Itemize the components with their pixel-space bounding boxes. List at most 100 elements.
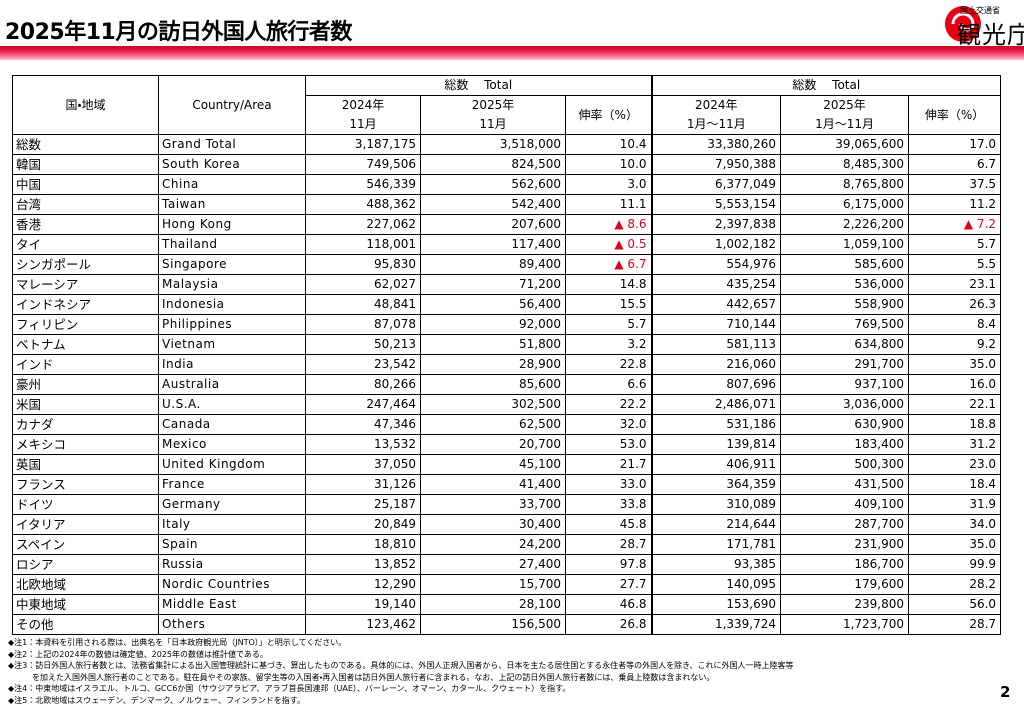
data-row: フランス France 31,126 41,400 33.0 364,359 431,500… <box>12 474 1002 495</box>
region-en: South Korea <box>158 154 306 175</box>
visitors-2024-ytd: 7,950,388 <box>650 154 782 175</box>
logo-agency: 観光庁 <box>957 21 1024 49</box>
visitors-2024-month: 13,852 <box>305 554 421 575</box>
region-jp: マレーシア <box>12 274 159 295</box>
visitors-2025-month: 3,518,000 <box>420 134 566 155</box>
visitors-2024-month: 546,339 <box>305 174 421 195</box>
region-jp: フィリピン <box>12 314 159 335</box>
note-line: ◆注2：上記の2024年の数値は確定値、2025年の数値は推計値である。 <box>8 649 268 659</box>
visitors-2024-month: 19,140 <box>305 594 421 615</box>
growth-ytd: 8.4 <box>908 314 1002 335</box>
region-jp: フランス <box>12 474 159 495</box>
visitors-2024-month: 227,062 <box>305 214 421 235</box>
region-jp: イタリア <box>12 514 159 535</box>
visitors-2025-month: 41,400 <box>420 474 566 495</box>
region-en: Australia <box>158 374 306 395</box>
region-en: Nordic Countries <box>158 574 306 595</box>
header-cell: 国・地域 <box>12 75 159 135</box>
visitors-2025-month: 28,100 <box>420 594 566 615</box>
growth-ytd: 26.3 <box>908 294 1002 315</box>
region-en: China <box>158 174 306 195</box>
growth-ytd: 5.5 <box>908 254 1002 275</box>
visitors-2024-month: 20,849 <box>305 514 421 535</box>
visitors-2025-month: 92,000 <box>420 314 566 335</box>
visitors-2025-ytd: 431,500 <box>780 474 910 495</box>
visitors-2025-ytd: 3,036,000 <box>780 394 910 415</box>
growth-month: 32.0 <box>564 414 653 435</box>
data-row: 米国 U.S.A. 247,464 302,500 22.2 2,486,071 3,036… <box>12 394 1002 415</box>
growth-month: 33.8 <box>564 494 653 515</box>
visitors-2025-ytd: 179,600 <box>780 574 910 595</box>
growth-ytd: 11.2 <box>908 194 1002 215</box>
visitors-2024-ytd: 153,690 <box>650 594 782 615</box>
visitors-2025-ytd: 558,900 <box>780 294 910 315</box>
title-stripe <box>0 46 1024 60</box>
region-jp: インドネシア <box>12 294 159 315</box>
data-row: スペイン Spain 18,810 24,200 28.7 171,781 231,900 3… <box>12 534 1002 555</box>
region-en: Italy <box>158 514 306 535</box>
visitors-2025-month: 24,200 <box>420 534 566 555</box>
data-row: 韓国 South Korea 749,506 824,500 10.0 7,950,388… <box>12 154 1002 175</box>
visitors-2024-month: 12,290 <box>305 574 421 595</box>
visitors-2025-ytd: 8,765,800 <box>780 174 910 195</box>
region-en: India <box>158 354 306 375</box>
visitors-2025-ytd: 1,723,700 <box>780 614 910 635</box>
visitors-2024-month: 31,126 <box>305 474 421 495</box>
region-jp: 英国 <box>12 454 159 475</box>
visitors-2025-ytd: 585,600 <box>780 254 910 275</box>
growth-month: ▲ 0.5 <box>564 234 653 255</box>
header-row: 11月 11月 1月～11月 1月～11月 <box>13 115 1001 135</box>
visitors-2025-ytd: 231,900 <box>780 534 910 555</box>
data-row: 総数 Grand Total 3,187,175 3,518,000 10.4 33,38… <box>12 134 1002 155</box>
growth-month: 21.7 <box>564 454 653 475</box>
data-row: 豪州 Australia 80,266 85,600 6.6 807,696 937,100… <box>12 374 1002 395</box>
header-cell: 総数 Total <box>650 75 1002 96</box>
visitors-2024-ytd: 93,385 <box>650 554 782 575</box>
visitors-2024-month: 50,213 <box>305 334 421 355</box>
header-cell: 総数 Total <box>304 75 653 96</box>
data-row: インドネシア Indonesia 48,841 56,400 15.5 442,657 55… <box>12 294 1002 315</box>
region-jp: シンガポール <box>12 254 159 275</box>
visitors-2025-month: 28,900 <box>420 354 566 375</box>
visitors-2025-month: 56,400 <box>420 294 566 315</box>
note-line: ◆注4：中東地域はイスラエル、トルコ、GCC6か国（サウジアラビア、アラブ首長国… <box>8 684 571 694</box>
visitors-2025-month: 85,600 <box>420 374 566 395</box>
visitors-2025-ytd: 1,059,100 <box>780 234 910 255</box>
growth-ytd: 35.0 <box>908 534 1002 555</box>
visitors-2024-ytd: 214,644 <box>650 514 782 535</box>
growth-month: 3.0 <box>564 174 653 195</box>
growth-ytd: 16.0 <box>908 374 1002 395</box>
visitors-2024-ytd: 2,397,838 <box>650 214 782 235</box>
region-en: Canada <box>158 414 306 435</box>
header-cell: 1月～11月 <box>780 115 910 135</box>
data-row: 中国 China 546,339 562,600 3.0 6,377,049 8,765,8… <box>12 174 1002 195</box>
growth-ytd: 9.2 <box>908 334 1002 355</box>
visitors-2024-month: 37,050 <box>305 454 421 475</box>
data-row: 北欧地域 Nordic Countries 12,290 15,700 27.7 140,… <box>12 574 1002 595</box>
visitors-2025-ytd: 239,800 <box>780 594 910 615</box>
region-jp: タイ <box>12 234 159 255</box>
growth-ytd: 5.7 <box>908 234 1002 255</box>
region-jp: 米国 <box>12 394 159 415</box>
region-en: Taiwan <box>158 194 306 215</box>
region-jp: 総数 <box>12 134 159 155</box>
growth-ytd: 17.0 <box>908 134 1002 155</box>
growth-ytd: 28.7 <box>908 614 1002 635</box>
visitors-2024-month: 18,810 <box>305 534 421 555</box>
visitors-2025-month: 27,400 <box>420 554 566 575</box>
logo-mark <box>945 6 981 42</box>
visitors-2025-month: 20,700 <box>420 434 566 455</box>
region-en: Russia <box>158 554 306 575</box>
growth-month: 6.6 <box>564 374 653 395</box>
visitors-2024-ytd: 171,781 <box>650 534 782 555</box>
region-jp: メキシコ <box>12 434 159 455</box>
visitors-2024-month: 25,187 <box>305 494 421 515</box>
data-row: マレーシア Malaysia 62,027 71,200 14.8 435,254 536,… <box>12 274 1002 295</box>
logo-swirl <box>951 12 975 32</box>
region-en: Mexico <box>158 434 306 455</box>
header-row: 国・地域 Country/Area 総数 Total 総数 Total <box>12 75 1002 135</box>
region-en: Malaysia <box>158 274 306 295</box>
growth-ytd: 56.0 <box>908 594 1002 615</box>
region-en: Grand Total <box>158 134 306 155</box>
